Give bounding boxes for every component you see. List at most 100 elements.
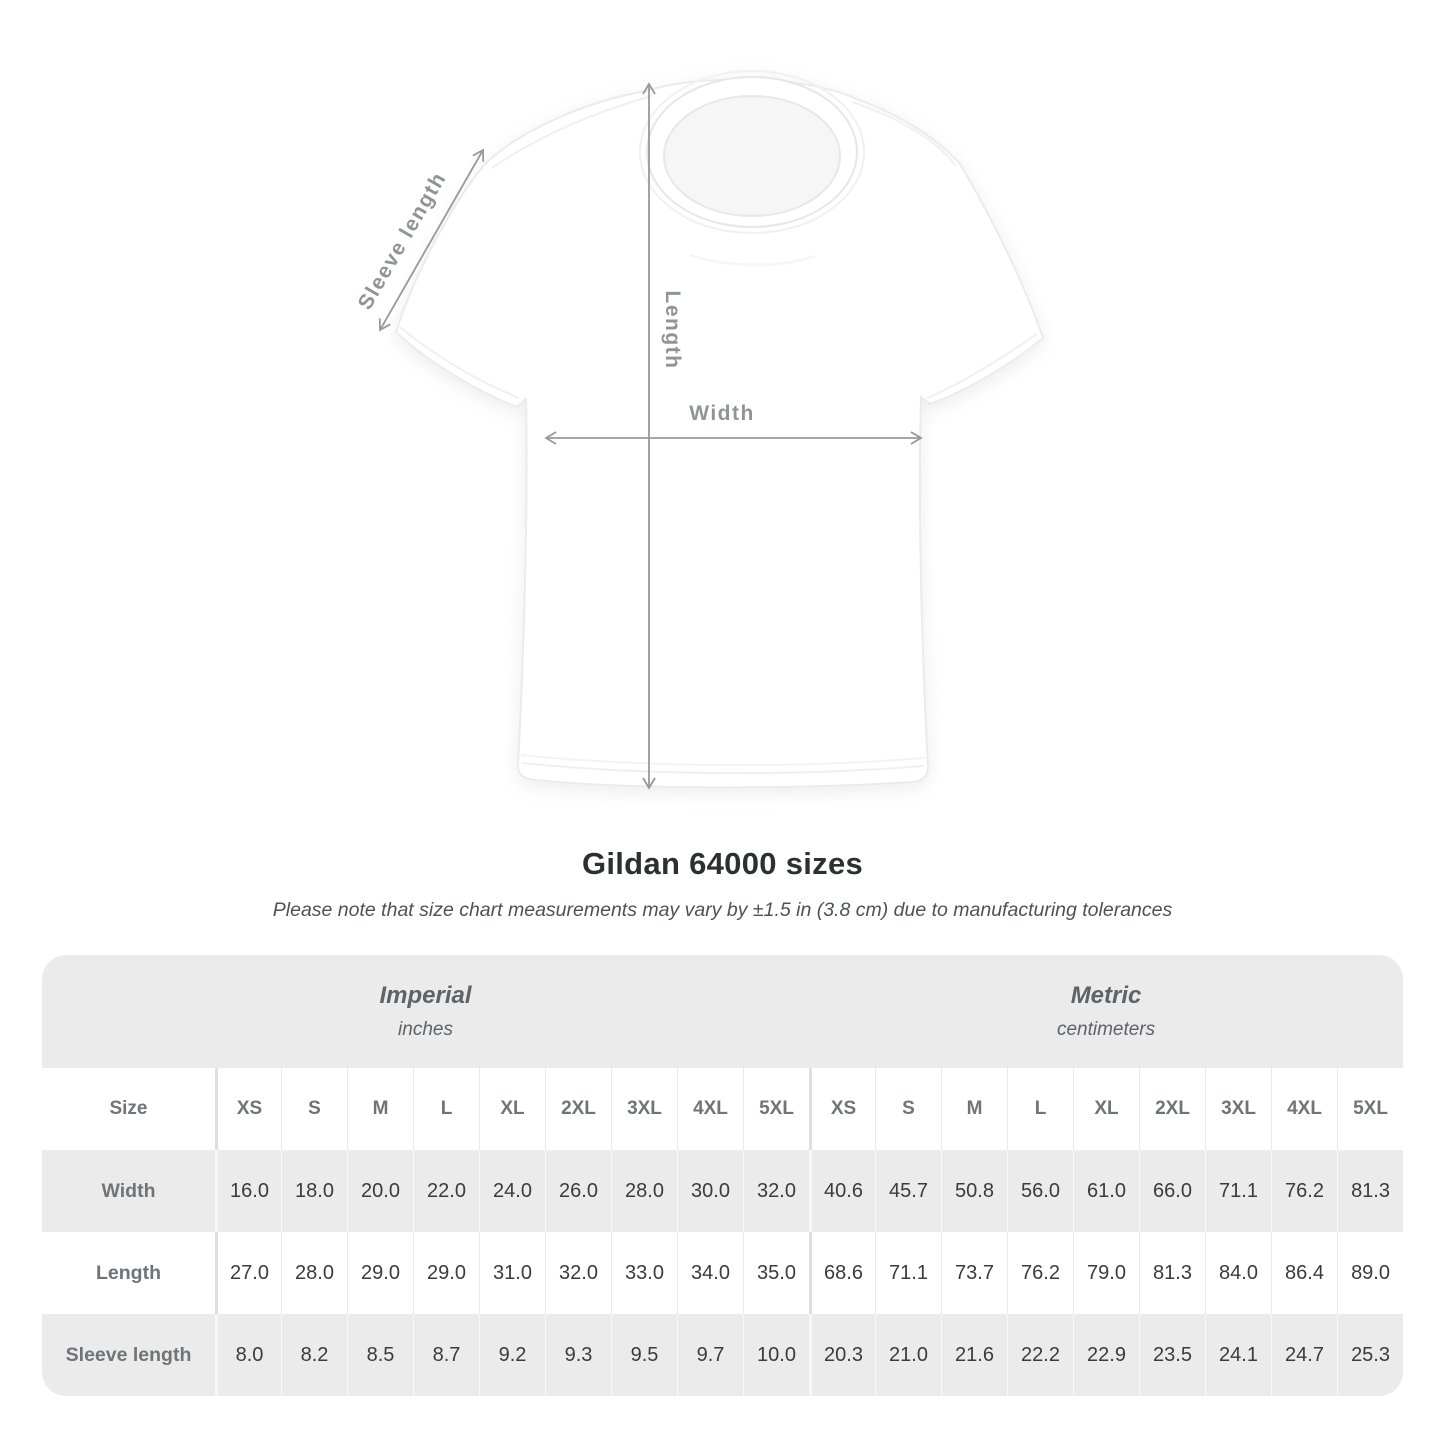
value-cell: 22.0 bbox=[413, 1150, 479, 1232]
sleeve-length-arrow bbox=[378, 148, 485, 332]
value-cell: 9.3 bbox=[545, 1314, 611, 1396]
imperial-size-header: 4XL bbox=[677, 1068, 743, 1150]
value-cell: 79.0 bbox=[1073, 1232, 1140, 1314]
value-cell: 24.7 bbox=[1271, 1314, 1338, 1396]
value-cell: 26.0 bbox=[545, 1150, 611, 1232]
table-row-length: Length 27.0 28.0 29.0 29.0 31.0 32.0 33.… bbox=[42, 1232, 1403, 1314]
value-cell: 22.2 bbox=[1007, 1314, 1074, 1396]
row-label: Sleeve length bbox=[42, 1314, 215, 1396]
value-cell: 9.7 bbox=[677, 1314, 743, 1396]
metric-size-header: M bbox=[941, 1068, 1008, 1150]
value-cell: 34.0 bbox=[677, 1232, 743, 1314]
value-cell: 73.7 bbox=[941, 1232, 1008, 1314]
value-cell: 8.7 bbox=[413, 1314, 479, 1396]
value-cell: 24.1 bbox=[1205, 1314, 1272, 1396]
tshirt-measurement-diagram: Sleeve length Length Width bbox=[354, 70, 1045, 790]
imperial-size-header: XS bbox=[215, 1068, 281, 1150]
imperial-section-unit: inches bbox=[398, 1019, 453, 1040]
value-cell: 30.0 bbox=[677, 1150, 743, 1232]
value-cell: 81.3 bbox=[1139, 1232, 1206, 1314]
value-cell: 71.1 bbox=[875, 1232, 942, 1314]
value-cell: 22.9 bbox=[1073, 1314, 1140, 1396]
value-cell: 89.0 bbox=[1337, 1232, 1403, 1314]
value-cell: 8.2 bbox=[281, 1314, 347, 1396]
value-cell: 10.0 bbox=[743, 1314, 810, 1396]
metric-size-header: XS bbox=[809, 1068, 876, 1150]
left-shoulder-seam bbox=[491, 95, 653, 169]
imperial-section-header: Imperial inches bbox=[42, 955, 810, 1068]
value-cell: 27.0 bbox=[215, 1232, 281, 1314]
metric-size-header: L bbox=[1007, 1068, 1074, 1150]
value-cell: 23.5 bbox=[1139, 1314, 1206, 1396]
size-column-header: Size bbox=[42, 1068, 215, 1150]
value-cell: 86.4 bbox=[1271, 1232, 1338, 1314]
chest-crease bbox=[689, 253, 816, 267]
imperial-section-title: Imperial bbox=[379, 982, 472, 1009]
table-row-sleeve-length: Sleeve length 8.0 8.2 8.5 8.7 9.2 9.3 9.… bbox=[42, 1314, 1403, 1396]
left-cuff-seam bbox=[399, 326, 520, 399]
page-title: Gildan 64000 sizes bbox=[581, 846, 864, 881]
value-cell: 50.8 bbox=[941, 1150, 1008, 1232]
collar-inner bbox=[663, 95, 841, 217]
metric-size-header: 2XL bbox=[1139, 1068, 1206, 1150]
hem-stitch-lower bbox=[521, 762, 925, 775]
width-label: Width bbox=[689, 402, 755, 425]
value-cell: 35.0 bbox=[743, 1232, 810, 1314]
value-cell: 29.0 bbox=[347, 1232, 413, 1314]
value-cell: 9.5 bbox=[611, 1314, 677, 1396]
value-cell: 71.1 bbox=[1205, 1150, 1272, 1232]
hem-stitch-upper bbox=[520, 754, 926, 767]
imperial-size-header: S bbox=[281, 1068, 347, 1150]
metric-size-header: 5XL bbox=[1337, 1068, 1403, 1150]
metric-size-header: S bbox=[875, 1068, 942, 1150]
value-cell: 29.0 bbox=[413, 1232, 479, 1314]
metric-section-header: Metric centimeters bbox=[809, 955, 1403, 1068]
imperial-size-header: L bbox=[413, 1068, 479, 1150]
value-cell: 45.7 bbox=[875, 1150, 942, 1232]
metric-size-header: 4XL bbox=[1271, 1068, 1338, 1150]
value-cell: 56.0 bbox=[1007, 1150, 1074, 1232]
row-label: Length bbox=[42, 1232, 215, 1314]
page-subtitle: Please note that size chart measurements… bbox=[272, 899, 1173, 921]
collar-stitch bbox=[639, 70, 865, 234]
value-cell: 76.2 bbox=[1007, 1232, 1074, 1314]
value-cell: 20.3 bbox=[809, 1314, 876, 1396]
value-cell: 28.0 bbox=[611, 1150, 677, 1232]
value-cell: 68.6 bbox=[809, 1232, 876, 1314]
table-row-width: Width 16.0 18.0 20.0 22.0 24.0 26.0 28.0… bbox=[42, 1150, 1403, 1232]
value-cell: 20.0 bbox=[347, 1150, 413, 1232]
value-cell: 61.0 bbox=[1073, 1150, 1140, 1232]
size-table: Imperial inches Metric centimeters Size … bbox=[42, 955, 1403, 1396]
value-cell: 21.6 bbox=[941, 1314, 1008, 1396]
value-cell: 8.0 bbox=[215, 1314, 281, 1396]
value-cell: 76.2 bbox=[1271, 1150, 1338, 1232]
value-cell: 28.0 bbox=[281, 1232, 347, 1314]
value-cell: 33.0 bbox=[611, 1232, 677, 1314]
value-cell: 8.5 bbox=[347, 1314, 413, 1396]
metric-section-unit: centimeters bbox=[1056, 1019, 1156, 1040]
row-label: Width bbox=[42, 1150, 215, 1232]
size-header-row: Size XS S M L XL 2XL 3XL 4XL 5XL XS S M … bbox=[42, 1068, 1403, 1150]
value-cell: 32.0 bbox=[743, 1150, 810, 1232]
value-cell: 21.0 bbox=[875, 1314, 942, 1396]
metric-size-header: 3XL bbox=[1205, 1068, 1272, 1150]
tshirt-diagram-svg: Sleeve length Length Width bbox=[354, 70, 1045, 790]
metric-section-title: Metric bbox=[1070, 982, 1142, 1009]
value-cell: 25.3 bbox=[1337, 1314, 1403, 1396]
metric-size-header: XL bbox=[1073, 1068, 1140, 1150]
imperial-size-header: XL bbox=[479, 1068, 545, 1150]
imperial-size-header: 3XL bbox=[611, 1068, 677, 1150]
length-label: Length bbox=[661, 291, 684, 370]
value-cell: 31.0 bbox=[479, 1232, 545, 1314]
value-cell: 81.3 bbox=[1337, 1150, 1403, 1232]
size-table-container: Imperial inches Metric centimeters Size … bbox=[42, 955, 1403, 1396]
tshirt-illustration bbox=[394, 70, 1045, 789]
right-shoulder-seam bbox=[851, 101, 957, 167]
imperial-size-header: 2XL bbox=[545, 1068, 611, 1150]
value-cell: 9.2 bbox=[479, 1314, 545, 1396]
imperial-size-header: 5XL bbox=[743, 1068, 810, 1150]
value-cell: 16.0 bbox=[215, 1150, 281, 1232]
value-cell: 84.0 bbox=[1205, 1232, 1272, 1314]
value-cell: 66.0 bbox=[1139, 1150, 1206, 1232]
